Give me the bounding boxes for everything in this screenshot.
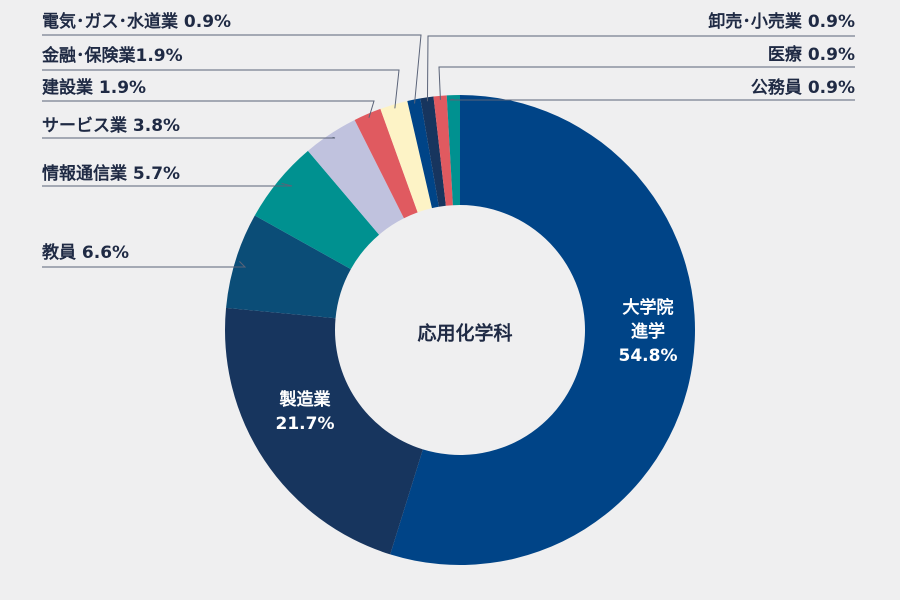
slice-製造業 [224, 307, 423, 555]
slice-情報通信業 [254, 150, 380, 270]
slice-label-教員: 教員 6.6% [41, 242, 129, 263]
leader-line-公務員 [449, 98, 855, 101]
slice-label-金融・保険業: 金融･保険業1.9% [41, 45, 183, 66]
slice-大学院進学 [390, 95, 695, 565]
leader-line-金融・保険業 [42, 69, 400, 109]
slice-label-情報通信業: 情報通信業 5.7% [42, 163, 180, 184]
leader-line-建設業 [42, 100, 375, 118]
slice-電気・ガス・水道業 [407, 98, 439, 209]
slice-label-製造業: 21.7% [276, 414, 335, 434]
slice-公務員 [446, 95, 460, 206]
slice-金融・保険業 [380, 100, 432, 213]
leader-line-電気・ガス・水道業 [42, 34, 422, 104]
slice-label-医療: 医療 0.9% [768, 44, 855, 65]
leader-line-医療 [438, 66, 855, 100]
slice-label-大学院進学: 進学 [631, 321, 665, 342]
slice-label-サービス業: サービス業 3.8% [42, 115, 180, 136]
leader-line-教員 [42, 261, 247, 268]
slice-label-建設業: 建設業 1.9% [42, 77, 146, 98]
slice-label-大学院進学: 54.8% [619, 346, 678, 366]
slice-サービス業 [307, 119, 404, 235]
center-label: 応用化学科 [417, 322, 512, 345]
leader-line-情報通信業 [42, 182, 293, 187]
leader-line-サービス業 [42, 136, 336, 139]
slice-label-電気・ガス・水道業: 電気･ガス･水道業 0.9% [42, 11, 231, 32]
slice-教員 [226, 215, 351, 319]
slice-卸売・小売業 [420, 96, 446, 207]
slice-label-公務員: 公務員 0.9% [751, 77, 855, 98]
slice-建設業 [354, 108, 418, 219]
leader-line-卸売・小売業 [426, 35, 855, 102]
slice-label-大学院進学: 大学院 [623, 297, 674, 318]
slice-label-卸売・小売業: 卸売･小売業 0.9% [708, 11, 855, 32]
leader-lines [42, 34, 855, 268]
slice-医療 [433, 95, 453, 206]
slices [224, 95, 695, 565]
slice-label-製造業: 製造業 [279, 389, 331, 410]
